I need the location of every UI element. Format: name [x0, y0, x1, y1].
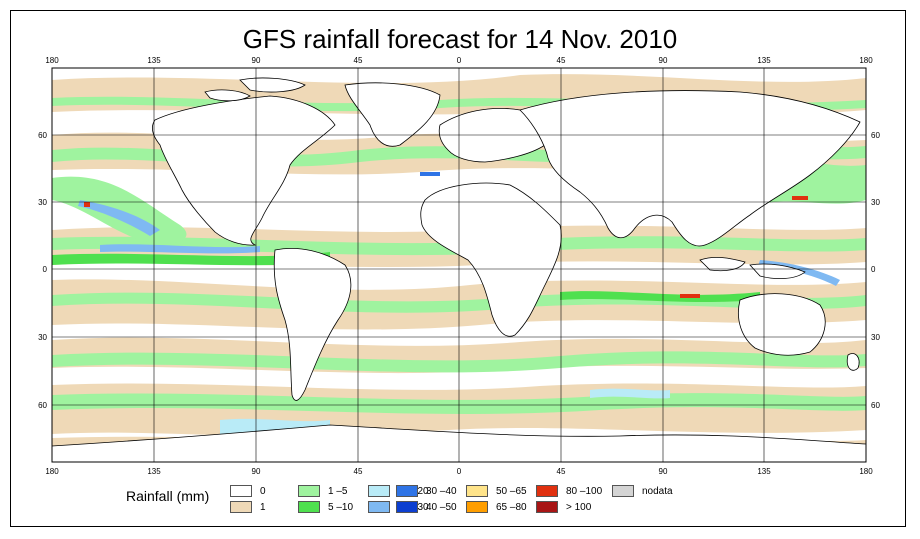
longitude-tick-top: 45 — [557, 56, 566, 65]
legend-label: > 100 — [566, 501, 592, 513]
legend-item-1mm: 1 — [230, 501, 266, 513]
axis-ticks: 180 180 135 135 90 90 45 45 0 0 45 45 90 90 135 135 180 1… — [38, 56, 880, 476]
legend-label: 50 –65 — [496, 485, 527, 497]
longitude-tick-bottom: 135 — [757, 467, 771, 476]
legend-item-over-100mm: > 100 — [536, 501, 591, 513]
longitude-tick-bottom: 180 — [45, 467, 59, 476]
legend-swatch — [298, 501, 320, 513]
longitude-tick-top: 135 — [757, 56, 771, 65]
longitude-tick-bottom: 180 — [859, 467, 873, 476]
longitude-tick-bottom: 45 — [557, 467, 566, 476]
longitude-tick-top: 45 — [354, 56, 363, 65]
figure-frame — [10, 10, 906, 527]
legend-swatch — [536, 485, 558, 497]
legend-label: 1 –5 — [328, 485, 348, 497]
legend-label: 40 –50 — [426, 501, 457, 513]
longitude-tick-top: 180 — [859, 56, 873, 65]
latitude-tick-left: 30 — [38, 198, 47, 207]
legend-item-1-5mm: 1 –5 — [298, 485, 347, 497]
latitude-tick-left: 60 — [38, 401, 47, 410]
legend-label: 5 –10 — [328, 501, 354, 513]
legend-swatch — [298, 485, 320, 497]
latitude-tick-right: 60 — [871, 401, 880, 410]
legend-item-65-80mm: 65 –80 — [466, 501, 527, 513]
legend-item-5-10mm: 5 –10 — [298, 501, 353, 513]
longitude-tick-top: 180 — [45, 56, 59, 65]
longitude-tick-bottom: 45 — [354, 467, 363, 476]
latitude-tick-left: 30 — [38, 333, 47, 342]
latitude-tick-right: 0 — [871, 265, 876, 274]
legend-label: nodata — [642, 485, 673, 497]
legend-swatch — [230, 485, 252, 497]
legend-swatch — [368, 485, 390, 497]
longitude-tick-bottom: 90 — [252, 467, 261, 476]
legend-swatch — [466, 485, 488, 497]
longitude-tick-top: 0 — [457, 56, 462, 65]
legend-label: 1 — [260, 501, 266, 513]
latitude-tick-right: 30 — [871, 333, 880, 342]
longitude-tick-bottom: 90 — [659, 467, 668, 476]
legend-label: 0 — [260, 485, 266, 497]
legend-item-50-65mm: 50 –65 — [466, 485, 527, 497]
latitude-tick-right: 60 — [871, 131, 880, 140]
longitude-tick-top: 135 — [147, 56, 161, 65]
legend-swatch — [396, 501, 418, 513]
latitude-tick-left: 0 — [43, 265, 48, 274]
latitude-tick-right: 30 — [871, 198, 880, 207]
legend-label: 65 –80 — [496, 501, 527, 513]
longitude-tick-top: 90 — [252, 56, 261, 65]
longitude-tick-bottom: 135 — [147, 467, 161, 476]
legend-label: 30 –40 — [426, 485, 457, 497]
legend-item-0mm: 0 — [230, 485, 266, 497]
legend-item-30-40mm: 30 –40 — [396, 485, 457, 497]
map-title: GFS rainfall forecast for 14 Nov. 2010 — [242, 24, 678, 54]
legend-swatch — [396, 485, 418, 497]
latitude-tick-left: 60 — [38, 131, 47, 140]
legend-item-40-50mm: 40 –50 — [396, 501, 457, 513]
coastlines — [52, 77, 866, 462]
legend-label: 80 –100 — [566, 485, 603, 497]
legend-swatch — [536, 501, 558, 513]
legend-swatch — [466, 501, 488, 513]
legend-swatch — [368, 501, 390, 513]
legend-item-nodata: nodata — [612, 485, 673, 497]
longitude-tick-bottom: 0 — [457, 467, 462, 476]
map-border — [51, 67, 867, 463]
legend-swatch — [230, 501, 252, 513]
graticule — [52, 68, 866, 462]
longitude-tick-top: 90 — [659, 56, 668, 65]
legend-title: Rainfall (mm) — [126, 488, 210, 504]
legend-swatch — [612, 485, 634, 497]
legend-item-80-100mm: 80 –100 — [536, 485, 602, 497]
